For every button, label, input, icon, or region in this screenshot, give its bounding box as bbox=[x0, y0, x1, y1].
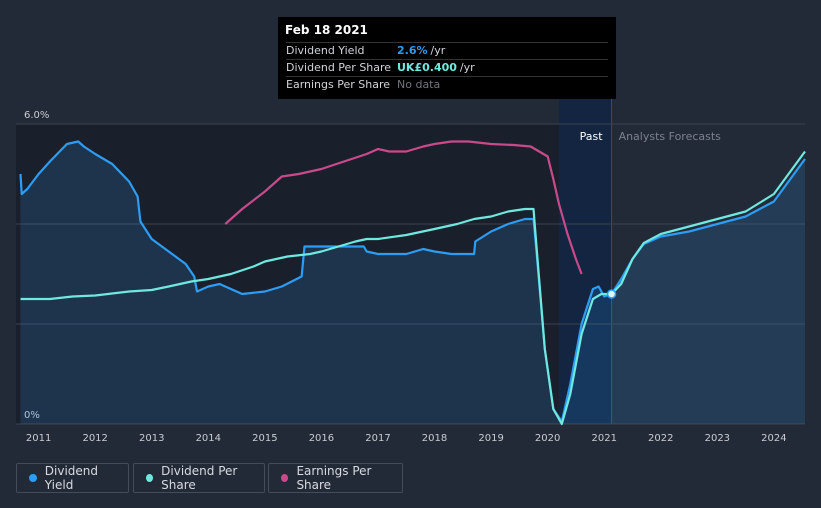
x-tick-label: 2021 bbox=[591, 433, 616, 444]
tooltip-date: Feb 18 2021 bbox=[285, 23, 368, 37]
tooltip-unit: /yr bbox=[459, 61, 475, 74]
legend-label: Dividend Per Share bbox=[161, 464, 238, 492]
x-tick-label: 2011 bbox=[26, 433, 51, 444]
tooltip-value: 2.6% bbox=[397, 44, 428, 57]
tooltip-value: No data bbox=[397, 78, 441, 91]
tooltip-label: Dividend Yield bbox=[286, 44, 365, 57]
past-label: Past bbox=[580, 130, 604, 143]
legend-dividend-yield[interactable]: Dividend Yield bbox=[16, 463, 129, 493]
x-tick-label: 2020 bbox=[535, 433, 560, 444]
hover-marker bbox=[606, 289, 617, 299]
dividend-yield-area bbox=[20, 141, 805, 424]
legend-dot-earnings-per-share bbox=[281, 474, 289, 482]
dividend-per-share-line bbox=[20, 150, 806, 426]
y-tick-label: 6.0% bbox=[24, 110, 49, 121]
x-tick-label: 2022 bbox=[648, 433, 673, 444]
x-tick-label: 2012 bbox=[82, 433, 107, 444]
x-tick-label: 2016 bbox=[309, 433, 334, 444]
tooltip-row-dividend-per-share: Dividend Per Share UK£0.400 /yr bbox=[286, 59, 608, 76]
x-tick-label: 2024 bbox=[761, 433, 786, 444]
x-tick-label: 2019 bbox=[478, 433, 503, 444]
tooltip-label: Earnings Per Share bbox=[286, 78, 391, 91]
legend-dividend-per-share[interactable]: Dividend Per Share bbox=[133, 463, 265, 493]
tooltip-value: UK£0.400 bbox=[397, 61, 457, 74]
dividend-yield-line bbox=[19, 140, 806, 423]
y-tick-label: 0% bbox=[24, 410, 40, 421]
legend-label: Dividend Yield bbox=[44, 464, 99, 492]
legend-label: Earnings Per Share bbox=[296, 464, 372, 492]
tooltip-unit: /yr bbox=[430, 44, 446, 57]
past-region bbox=[16, 124, 612, 424]
past-highlight-band bbox=[558, 98, 612, 424]
forecast-label: Analysts Forecasts bbox=[619, 130, 722, 143]
tooltip-row-dividend-yield: Dividend Yield 2.6% /yr bbox=[286, 42, 608, 59]
x-tick-label: 2017 bbox=[365, 433, 390, 444]
x-tick-label: 2014 bbox=[196, 433, 221, 444]
legend-dot-dividend-yield bbox=[29, 474, 37, 482]
tooltip-row-earnings-per-share: Earnings Per Share No data bbox=[286, 76, 608, 93]
legend-dot-dividend-per-share bbox=[146, 474, 154, 482]
tooltip: Feb 18 2021 Dividend Yield 2.6% /yr Divi… bbox=[278, 17, 616, 99]
tooltip-label: Dividend Per Share bbox=[286, 61, 392, 74]
x-tick-label: 2015 bbox=[252, 433, 277, 444]
x-tick-label: 2013 bbox=[139, 433, 164, 444]
earnings-per-share-line bbox=[224, 140, 583, 275]
legend-earnings-per-share[interactable]: Earnings Per Share bbox=[268, 463, 403, 493]
x-tick-label: 2023 bbox=[705, 433, 730, 444]
x-tick-label: 2018 bbox=[422, 433, 447, 444]
